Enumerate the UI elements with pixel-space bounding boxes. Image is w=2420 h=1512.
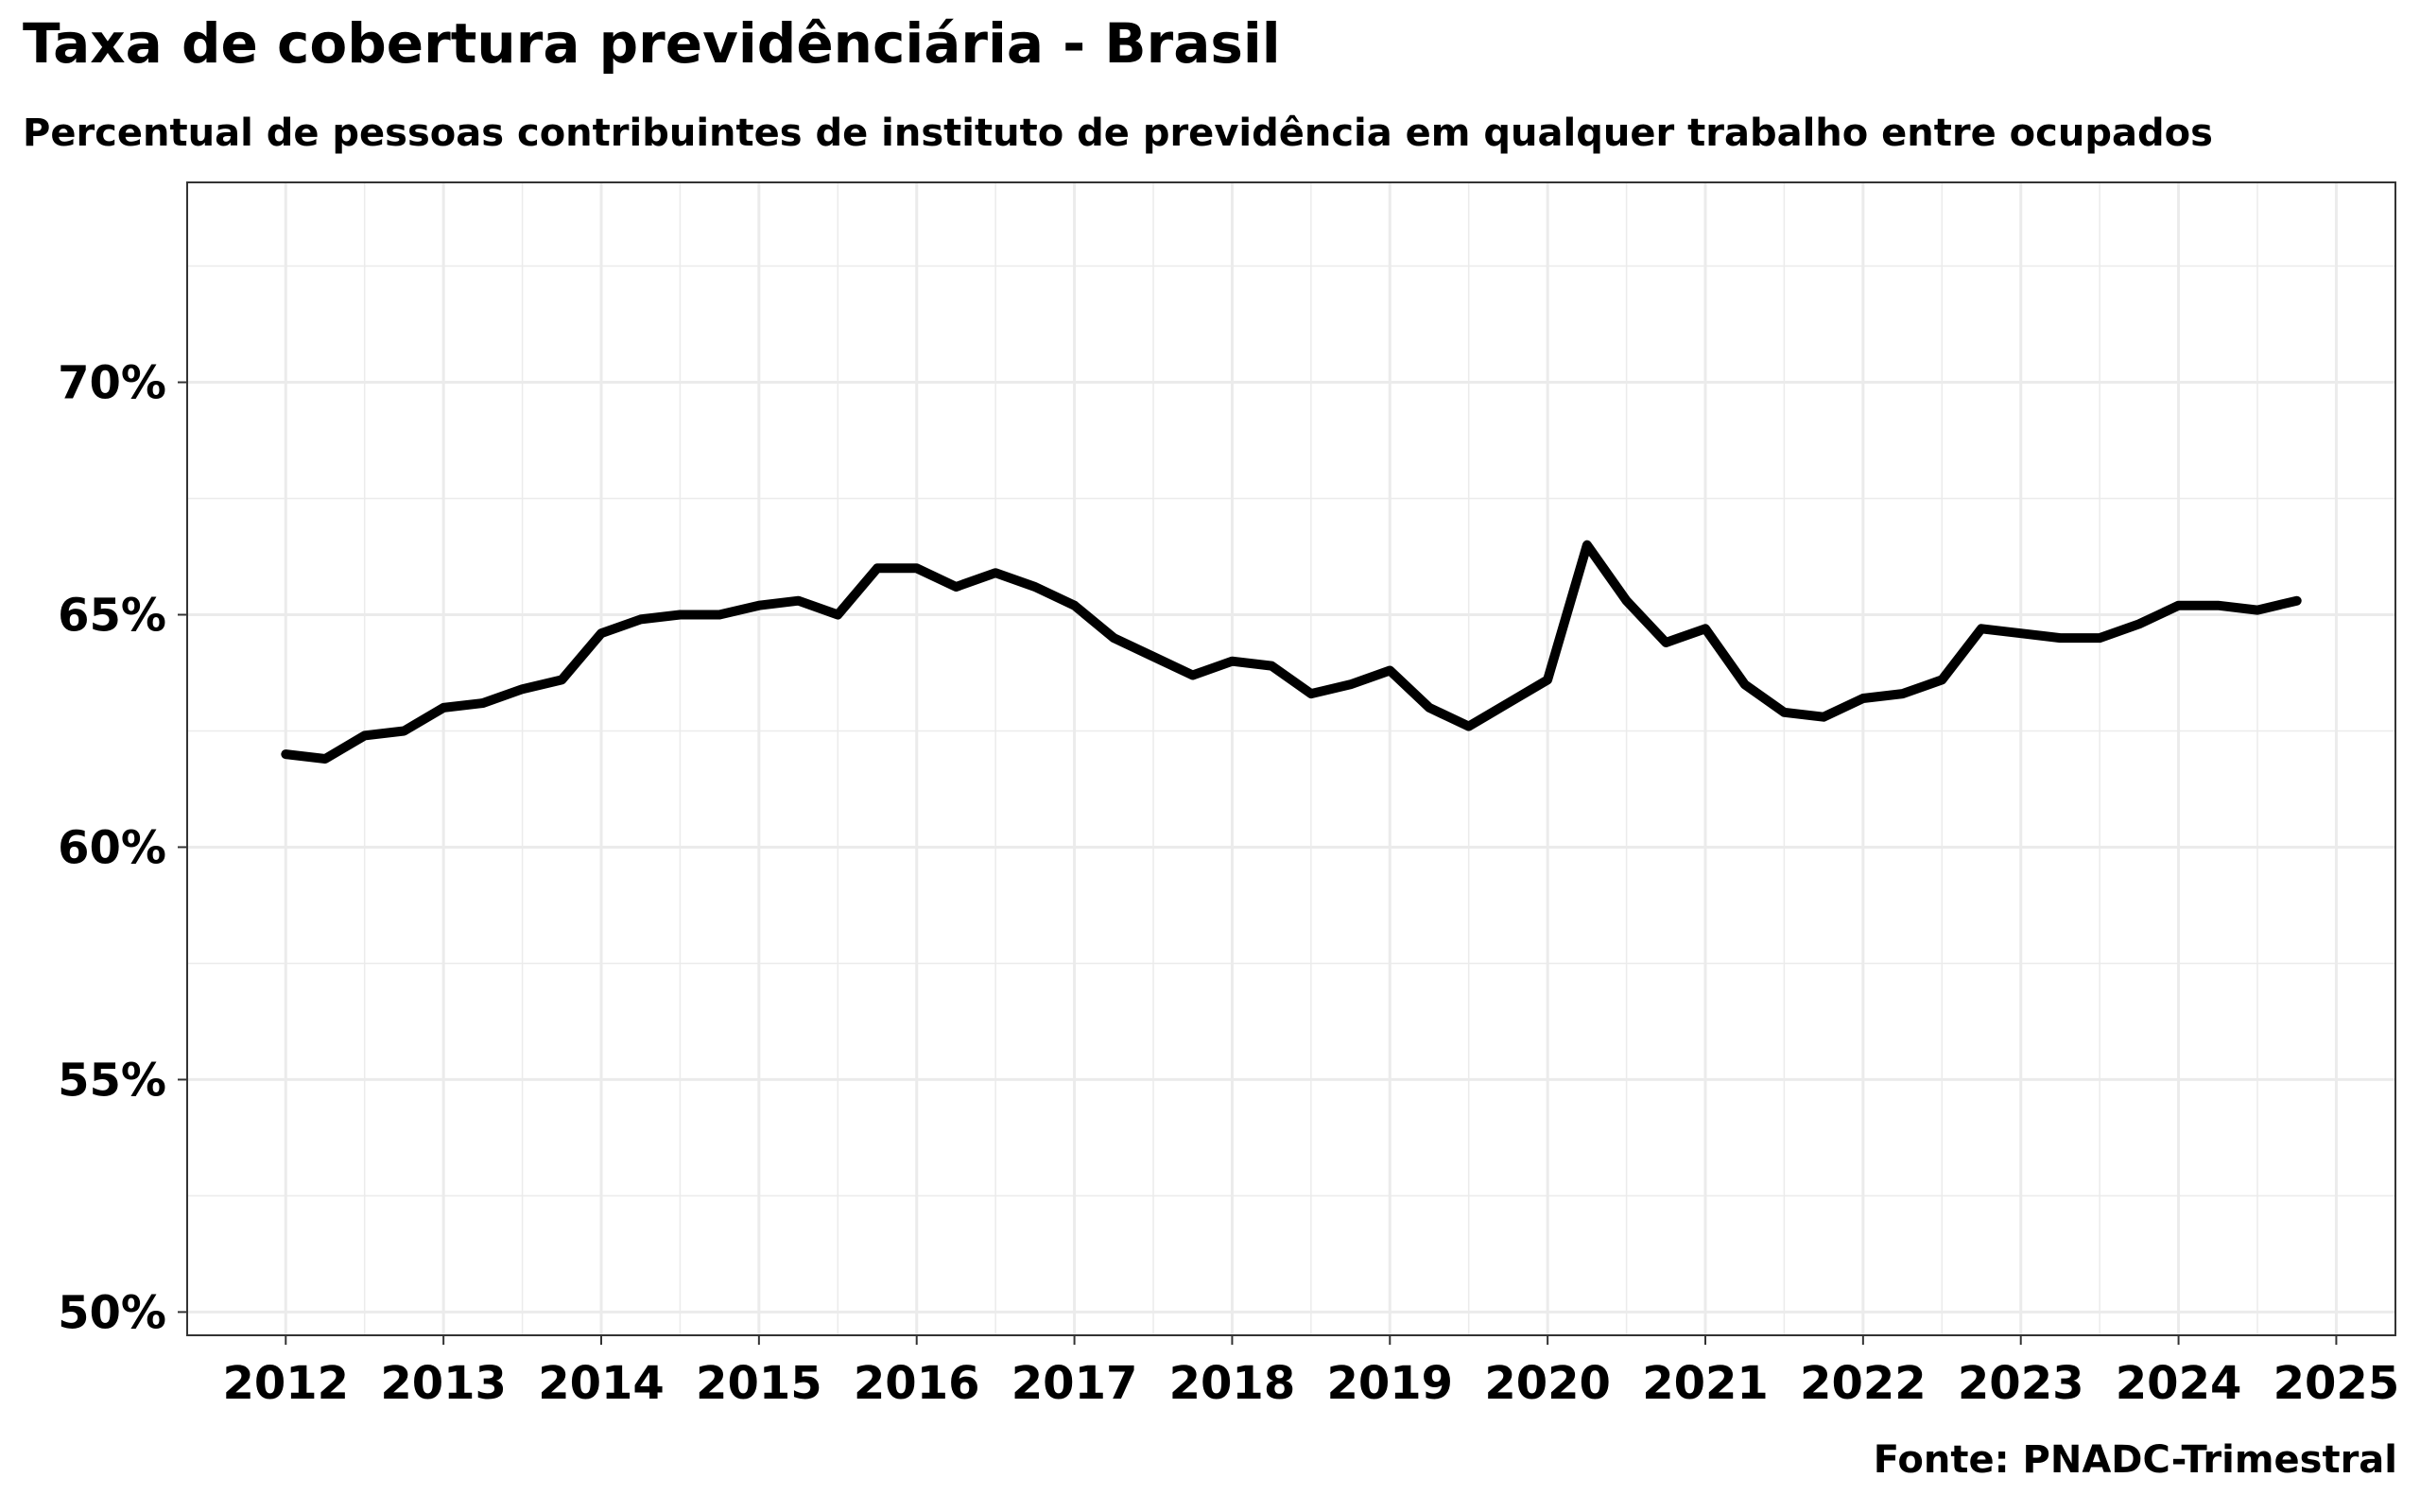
x-tick-label: 2018 (1169, 1357, 1296, 1410)
x-tick-label: 2020 (1484, 1357, 1611, 1410)
x-tick-label: 2017 (1011, 1357, 1138, 1410)
x-tick-label: 2024 (2116, 1357, 2242, 1410)
grid-major (187, 182, 2395, 1335)
x-tick-label: 2013 (380, 1357, 507, 1410)
x-tick-label: 2014 (538, 1357, 665, 1410)
grid-minor (187, 182, 2395, 1335)
x-tick-label: 2016 (854, 1357, 980, 1410)
x-tick-label: 2015 (696, 1357, 822, 1410)
y-tick-label: 70% (58, 357, 166, 410)
chart-subtitle: Percentual de pessoas contribuintes de i… (23, 112, 2213, 155)
x-tick-label: 2023 (1958, 1357, 2084, 1410)
series-group (281, 540, 2302, 764)
x-tick-label: 2012 (222, 1357, 349, 1410)
y-tick-label: 65% (58, 590, 166, 643)
y-axis-labels: 50% 55% 60% 65% 70% (58, 357, 166, 1340)
panel-border (186, 181, 2396, 1336)
series-line (281, 540, 2302, 764)
x-tick-label: 2022 (1800, 1357, 1927, 1410)
y-tick-label: 50% (58, 1286, 166, 1339)
chart-title: Taxa de cobertura previdênciária - Brasi… (23, 11, 1281, 76)
x-axis-labels: 2012 2013 2014 2015 2016 2017 2018 2019 2020 2021… (222, 1357, 2399, 1410)
y-tick-label: 55% (58, 1054, 166, 1107)
x-tick-label: 2025 (2273, 1357, 2400, 1410)
x-tick-label: 2019 (1326, 1357, 1453, 1410)
chart-caption: Fonte: PNADC-Trimestral (1873, 1438, 2397, 1482)
x-tick-label: 2021 (1642, 1357, 1769, 1410)
axis-ticks (178, 381, 2338, 1345)
y-tick-label: 60% (58, 821, 166, 874)
